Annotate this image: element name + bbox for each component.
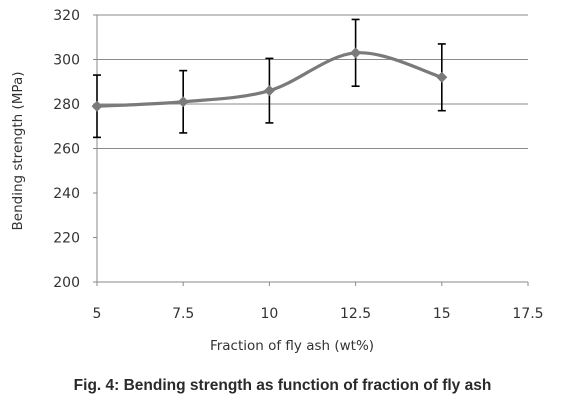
- data-point: [436, 71, 448, 83]
- x-tick-label: 7.5: [172, 306, 194, 322]
- figure-caption: Fig. 4: Bending strength as function of …: [73, 377, 492, 394]
- y-tick-label: 320: [53, 8, 80, 24]
- data-point: [91, 100, 103, 112]
- data-point: [177, 96, 189, 108]
- data-point: [350, 47, 362, 59]
- y-tick-label: 220: [53, 231, 80, 247]
- x-tick-labels: 5 7.5 10 12.5 15 17.5: [93, 306, 544, 322]
- data-point: [263, 85, 275, 97]
- y-tick-label: 200: [53, 275, 80, 291]
- x-tick-label: 5: [93, 306, 102, 322]
- y-tick-label: 280: [53, 97, 80, 113]
- axes: [93, 14, 529, 286]
- x-tick-label: 10: [260, 306, 278, 322]
- y-tick-label: 300: [53, 53, 80, 69]
- x-tick-label: 12.5: [340, 306, 371, 322]
- series: [91, 47, 448, 112]
- error-bars: [93, 18, 446, 139]
- gridlines: [97, 14, 528, 149]
- bending-strength-chart: 200 220 240 260 280 300 320 5 7.5 10 12.5 15 17.5 B…: [10, 8, 544, 354]
- y-tick-label: 260: [53, 142, 80, 158]
- y-tick-label: 240: [53, 186, 80, 202]
- x-tick-label: 15: [433, 306, 451, 322]
- y-axis-label: Bending strength (MPa): [10, 71, 26, 230]
- y-tick-labels: 200 220 240 260 280 300 320: [53, 8, 80, 291]
- x-axis-label: Fraction of fly ash (wt%): [210, 338, 374, 354]
- x-tick-label: 17.5: [512, 306, 543, 322]
